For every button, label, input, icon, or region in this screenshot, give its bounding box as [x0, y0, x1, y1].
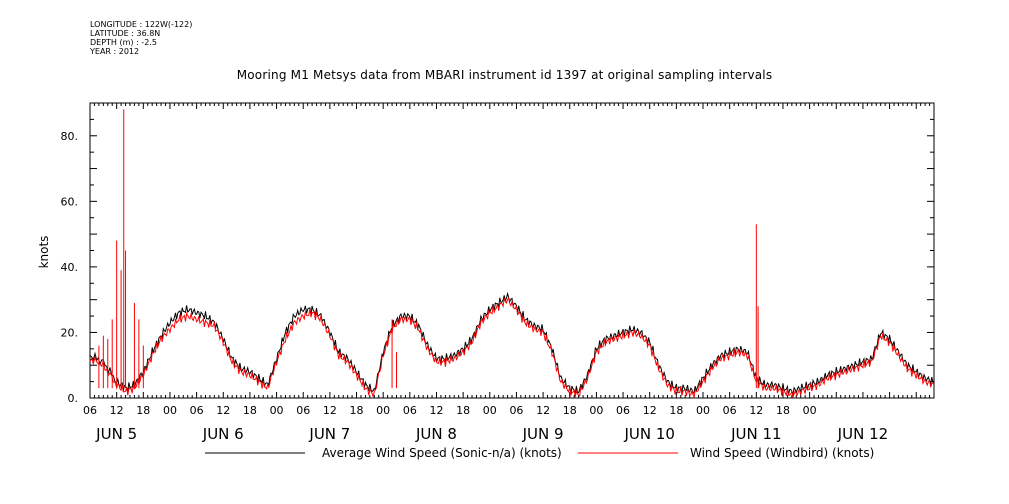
x-tick-label: 06 — [403, 404, 417, 417]
y-tick-label: 0. — [68, 392, 79, 405]
x-day-label: JUN 9 — [522, 425, 564, 443]
x-day-label: JUN 6 — [202, 425, 244, 443]
x-tick-label: 18 — [563, 404, 577, 417]
legend-label-windbird: Wind Speed (Windbird) (knots) — [690, 446, 875, 460]
x-tick-label: 12 — [536, 404, 550, 417]
x-tick-label: 06 — [190, 404, 204, 417]
x-day-label: JUN 10 — [623, 425, 674, 443]
y-tick-label: 60. — [61, 195, 79, 208]
x-tick-label: 12 — [216, 404, 230, 417]
x-tick-label: 12 — [749, 404, 763, 417]
x-tick-label: 12 — [110, 404, 124, 417]
legend-label-sonic: Average Wind Speed (Sonic-n/a) (knots) — [322, 446, 562, 460]
x-tick-label: 00 — [270, 404, 284, 417]
x-day-label: JUN 12 — [837, 425, 888, 443]
x-day-label: JUN 8 — [415, 425, 457, 443]
longitude-text: LONGITUDE : 122W(-122) — [90, 20, 193, 29]
x-tick-label: 06 — [616, 404, 630, 417]
series-line-1 — [89, 296, 935, 399]
x-tick-label: 18 — [776, 404, 790, 417]
x-tick-label: 12 — [323, 404, 337, 417]
x-tick-label: 18 — [350, 404, 364, 417]
x-tick-label: 18 — [456, 404, 470, 417]
x-tick-label: 06 — [83, 404, 97, 417]
x-tick-label: 00 — [589, 404, 603, 417]
metadata-block: LONGITUDE : 122W(-122) LATITUDE : 36.8N DE… — [90, 20, 192, 56]
y-tick-label: 80. — [61, 130, 79, 143]
x-tick-label: 18 — [243, 404, 257, 417]
series-line-0 — [89, 291, 935, 396]
year-text: YEAR : 2012 — [90, 47, 140, 56]
x-tick-label: 00 — [696, 404, 710, 417]
x-tick-label: 06 — [723, 404, 737, 417]
x-tick-label: 00 — [163, 404, 177, 417]
x-tick-label: 00 — [376, 404, 390, 417]
x-day-label: JUN 5 — [95, 425, 137, 443]
x-day-label: JUN 11 — [730, 425, 781, 443]
chart-title: Mooring M1 Metsys data from MBARI instru… — [236, 68, 773, 82]
x-tick-label: 06 — [509, 404, 523, 417]
x-tick-label: 06 — [296, 404, 310, 417]
x-tick-label: 18 — [669, 404, 683, 417]
y-tick-label: 20. — [61, 326, 79, 339]
x-day-label: JUN 7 — [308, 425, 350, 443]
y-axis-label: knots — [37, 236, 51, 269]
x-tick-label: 00 — [803, 404, 817, 417]
y-tick-label: 40. — [61, 261, 79, 274]
latitude-text: LATITUDE : 36.8N — [90, 29, 161, 38]
x-tick-label: 12 — [429, 404, 443, 417]
depth-text: DEPTH (m) : -2.5 — [90, 38, 157, 47]
x-tick-label: 18 — [136, 404, 150, 417]
x-tick-label: 00 — [483, 404, 497, 417]
x-tick-label: 12 — [643, 404, 657, 417]
plot-frame — [89, 102, 935, 399]
